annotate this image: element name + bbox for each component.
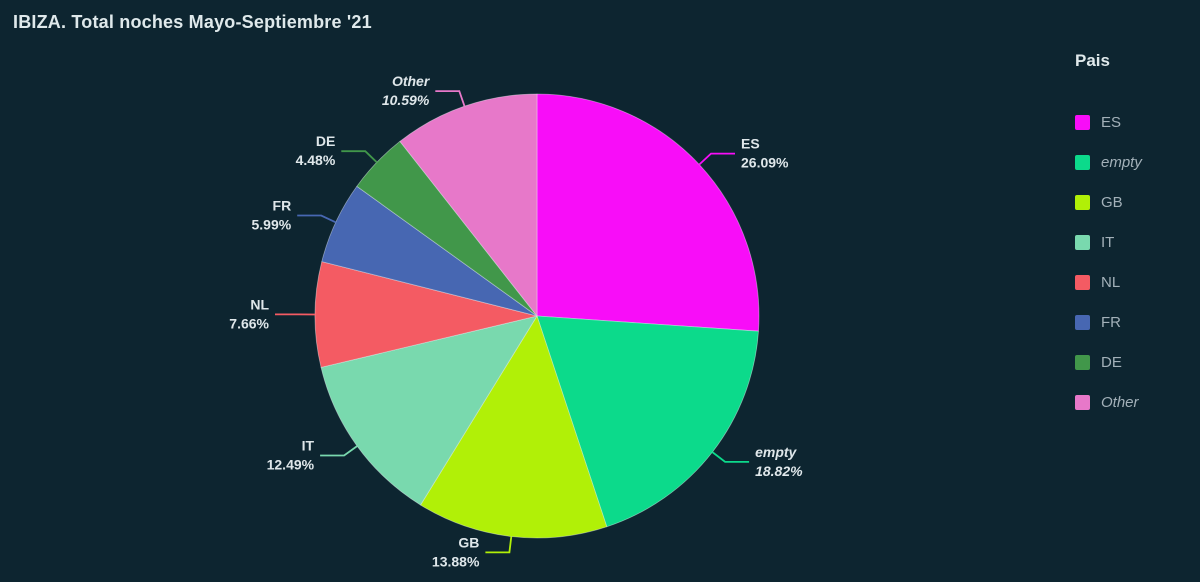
legend-swatch-icon bbox=[1075, 154, 1090, 170]
legend-swatch-icon bbox=[1075, 314, 1090, 330]
legend-item-label: Other bbox=[1101, 393, 1139, 411]
slice-label-IT: IT 12.49% bbox=[267, 438, 315, 473]
callout-line-DE bbox=[341, 150, 378, 163]
callout-line-Other bbox=[435, 90, 466, 107]
legend-item-DE[interactable]: DE bbox=[1075, 342, 1195, 382]
callout-line-ES bbox=[698, 152, 735, 166]
slice-label-FR: FR 5.99% bbox=[251, 198, 291, 233]
legend-swatch-icon bbox=[1075, 114, 1090, 130]
legend: Pais ES empty GB IT NL FR DE Other bbox=[1075, 50, 1195, 422]
legend-swatch-icon bbox=[1075, 394, 1090, 410]
slice-label-Other: Other 10.59% bbox=[382, 73, 431, 108]
legend-item-FR[interactable]: FR bbox=[1075, 302, 1195, 342]
legend-item-label: FR bbox=[1101, 313, 1121, 331]
pie-slice-IT[interactable] bbox=[320, 315, 538, 506]
pie-slice-ES[interactable] bbox=[536, 93, 760, 332]
legend-swatch-icon bbox=[1075, 194, 1090, 210]
legend-item-NL[interactable]: NL bbox=[1075, 262, 1195, 302]
legend-item-label: IT bbox=[1101, 233, 1115, 251]
pie-slice-FR[interactable] bbox=[321, 185, 538, 317]
pie-slices-group bbox=[314, 93, 760, 539]
legend-swatch-icon bbox=[1075, 234, 1090, 250]
legend-list: ES empty GB IT NL FR DE Other bbox=[1075, 102, 1195, 422]
legend-item-label: DE bbox=[1101, 353, 1122, 371]
legend-item-Other[interactable]: Other bbox=[1075, 382, 1195, 422]
callout-line-empty bbox=[711, 451, 750, 463]
chart-title: IBIZA. Total noches Mayo-Septiembre '21 bbox=[13, 12, 372, 32]
slice-label-NL: NL 7.66% bbox=[229, 296, 269, 331]
legend-item-label: GB bbox=[1101, 193, 1123, 211]
legend-swatch-icon bbox=[1075, 354, 1090, 370]
pie-slice-NL[interactable] bbox=[314, 261, 538, 368]
slice-label-DE: DE 4.48% bbox=[296, 133, 336, 168]
pie-slice-DE[interactable] bbox=[356, 140, 538, 317]
pie-slice-empty[interactable] bbox=[536, 315, 759, 528]
callout-line-IT bbox=[320, 445, 358, 457]
legend-item-label: empty bbox=[1101, 153, 1142, 171]
slice-label-empty: empty 18.82% bbox=[755, 444, 803, 479]
legend-item-empty[interactable]: empty bbox=[1075, 142, 1195, 182]
callout-line-GB bbox=[485, 536, 513, 554]
legend-item-ES[interactable]: ES bbox=[1075, 102, 1195, 142]
callout-line-FR bbox=[297, 214, 337, 224]
legend-swatch-icon bbox=[1075, 274, 1090, 290]
pie-callouts-group: ES 26.09% empty 18.82% GB 13.88% IT 12.49% NL 7.6… bbox=[229, 73, 803, 569]
legend-item-IT[interactable]: IT bbox=[1075, 222, 1195, 262]
slice-label-GB: GB 13.88% bbox=[432, 534, 480, 569]
legend-item-label: NL bbox=[1101, 273, 1121, 291]
legend-item-label: ES bbox=[1101, 113, 1122, 131]
legend-title: Pais bbox=[1075, 51, 1110, 70]
legend-item-GB[interactable]: GB bbox=[1075, 182, 1195, 222]
slice-label-ES: ES 26.09% bbox=[741, 136, 789, 171]
